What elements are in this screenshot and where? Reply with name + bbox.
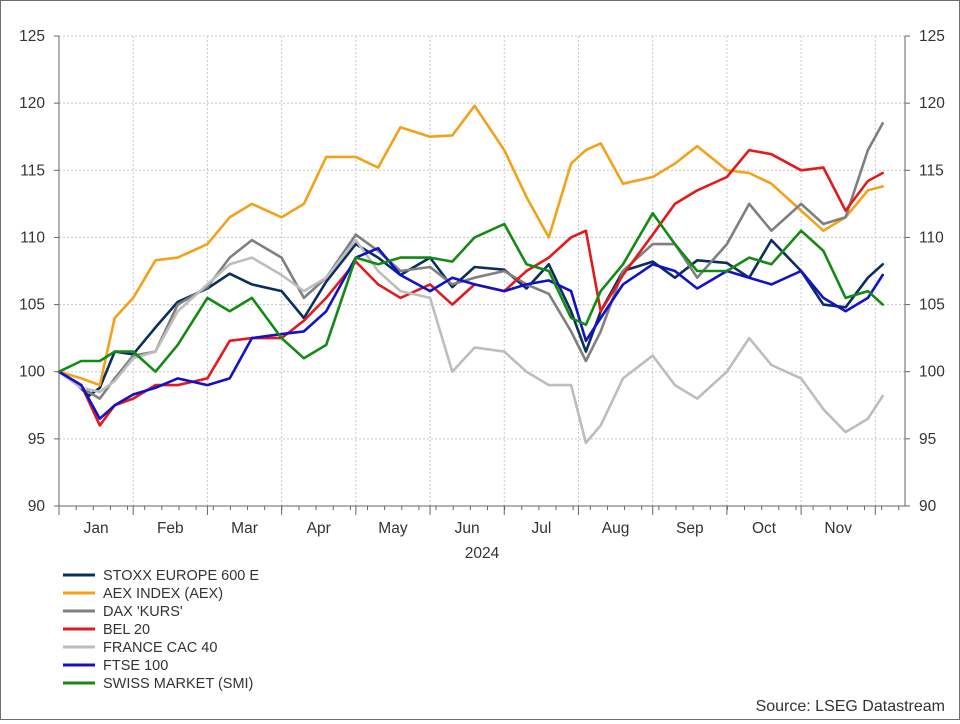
gridlines bbox=[59, 35, 905, 507]
x-tick-label: May bbox=[378, 520, 408, 537]
x-tick-label: Jan bbox=[84, 520, 109, 537]
series-line bbox=[57, 104, 885, 387]
x-tick-label: Sep bbox=[676, 520, 704, 537]
y-tick-label-right: 115 bbox=[919, 162, 944, 179]
y-tick-label: 95 bbox=[28, 431, 45, 448]
x-tick-label: Feb bbox=[157, 520, 184, 537]
x-tick-label: Aug bbox=[602, 520, 630, 537]
y-tick-label: 110 bbox=[20, 229, 45, 246]
series-line bbox=[57, 122, 885, 400]
y-tick-label-right: 110 bbox=[919, 229, 944, 246]
series-line bbox=[57, 148, 885, 427]
series-line bbox=[57, 238, 885, 445]
legend-label: STOXX EUROPE 600 E bbox=[103, 568, 259, 584]
source-note: Source: LSEG Datastream bbox=[755, 698, 945, 715]
series-line bbox=[57, 212, 885, 374]
y-tick-label: 125 bbox=[19, 28, 45, 45]
y-tick-label: 100 bbox=[19, 364, 45, 381]
legend-label: DAX 'KURS' bbox=[103, 604, 183, 620]
x-tick-label: Jun bbox=[455, 520, 480, 537]
y-tick-label: 90 bbox=[28, 498, 46, 515]
y-tick-label-right: 120 bbox=[919, 95, 945, 112]
legend-label: FTSE 100 bbox=[103, 658, 168, 674]
y-tick-label-right: 90 bbox=[919, 498, 937, 515]
legend: STOXX EUROPE 600 E AEX INDEX (AEX) DAX 'KU… bbox=[63, 568, 259, 692]
y-tick-label-right: 125 bbox=[919, 28, 945, 45]
x-tick-label: Nov bbox=[824, 520, 852, 537]
legend-label: AEX INDEX (AEX) bbox=[103, 586, 223, 602]
x-tick-label: Jul bbox=[531, 520, 551, 537]
y-tick-label-right: 105 bbox=[919, 297, 945, 314]
x-tick-label: Oct bbox=[752, 520, 777, 537]
x-axis-label: 2024 bbox=[465, 545, 500, 562]
legend-label: SWISS MARKET (SMI) bbox=[103, 676, 253, 692]
y-tick-label-right: 95 bbox=[919, 431, 936, 448]
data-series bbox=[57, 104, 885, 445]
y-tick-label: 120 bbox=[19, 95, 45, 112]
legend-label: FRANCE CAC 40 bbox=[103, 640, 217, 656]
axes: 90 90 95 95 100 100 105 105 110 110 115 115 120 120 12… bbox=[19, 28, 945, 562]
series-line bbox=[57, 246, 885, 421]
series-line bbox=[57, 238, 885, 398]
x-tick-label: Mar bbox=[231, 520, 258, 537]
x-tick-label: Apr bbox=[307, 520, 331, 537]
y-tick-label: 105 bbox=[19, 297, 45, 314]
y-tick-label-right: 100 bbox=[919, 364, 945, 381]
y-tick-label: 115 bbox=[20, 162, 45, 179]
legend-label: BEL 20 bbox=[103, 622, 150, 638]
